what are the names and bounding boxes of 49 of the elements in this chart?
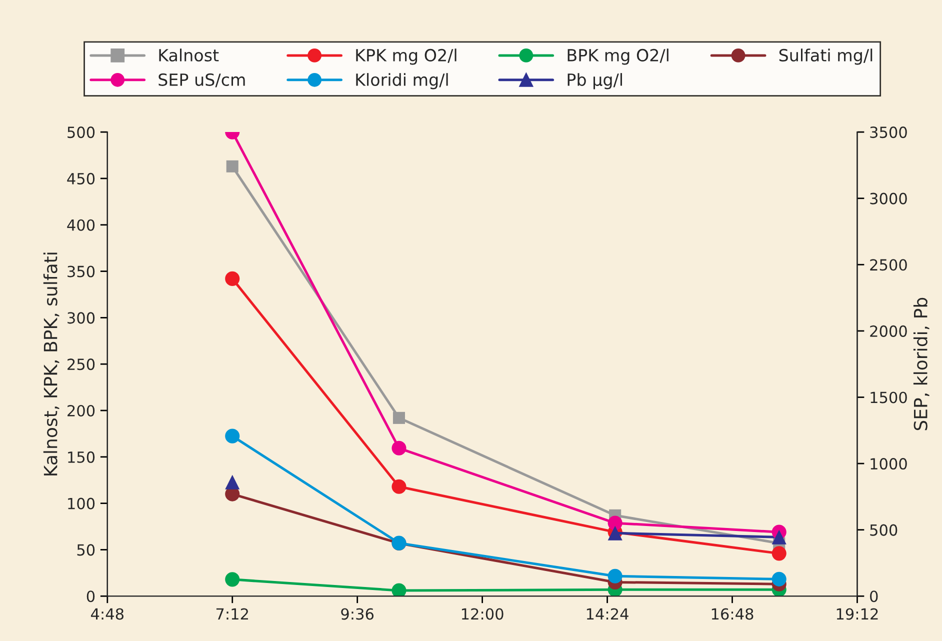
x-tick-label: 19:12 (836, 608, 878, 620)
y2-tick-label: 2000 (870, 325, 907, 337)
legend-label: KPK mg O2/l (356, 48, 456, 65)
point (225, 428, 240, 444)
legend-label: Kalnost (159, 48, 219, 62)
point (225, 271, 240, 286)
point (608, 516, 622, 530)
y2-tick-label: 2500 (870, 259, 907, 271)
y-tick-label: 300 (68, 312, 95, 324)
y-tick-label: 450 (67, 172, 95, 184)
y-tick-label: 0 (86, 590, 95, 602)
y-tick-label: 150 (68, 451, 95, 463)
point (392, 479, 406, 494)
y-tick-label: 200 (68, 404, 95, 417)
point (392, 412, 406, 424)
x-tick-label: 7:12 (216, 608, 248, 620)
point (392, 583, 406, 596)
legend-label: Pb µg/l (568, 73, 622, 90)
point (225, 572, 240, 587)
x-tick-label: 12:00 (462, 608, 504, 620)
y2-tick-label: 500 (870, 524, 898, 536)
legend-label: Kloridi mg/l (356, 73, 448, 90)
point (226, 160, 238, 172)
y2-tick-label: 3500 (870, 126, 907, 138)
y2-tick-label: 0 (870, 590, 878, 602)
point (772, 530, 786, 544)
x-tick-label: 14:24 (586, 608, 628, 620)
x-tick-label: 16:48 (712, 608, 754, 620)
y2-tick-label: 3000 (870, 192, 907, 204)
y2-tick-label: 1500 (870, 392, 907, 404)
y2-tick-label: 1000 (870, 458, 907, 470)
legend-label: BPK mg O2/l (568, 48, 668, 65)
point (225, 474, 240, 490)
legend-label: SEP uS/cm (158, 73, 245, 88)
y-tick-label: 250 (68, 358, 95, 370)
point (392, 440, 406, 456)
legend-label: Sulfati mg/l (779, 48, 872, 65)
y2-axis-title: SEP, kloridi, Pb (913, 298, 930, 430)
y-tick-label: 350 (68, 266, 95, 278)
x-tick-label: 9:36 (341, 608, 374, 620)
point (772, 572, 786, 586)
x-tick-label: 4:48 (90, 608, 124, 620)
y-tick-label: 500 (68, 126, 95, 138)
y-axis-title: Kalnost, KPK, BPK, sulfati (43, 252, 60, 476)
y-tick-label: 400 (67, 219, 95, 231)
point (772, 546, 786, 561)
y-tick-label: 50 (77, 544, 95, 556)
point (608, 568, 622, 584)
y-tick-label: 100 (68, 498, 95, 510)
